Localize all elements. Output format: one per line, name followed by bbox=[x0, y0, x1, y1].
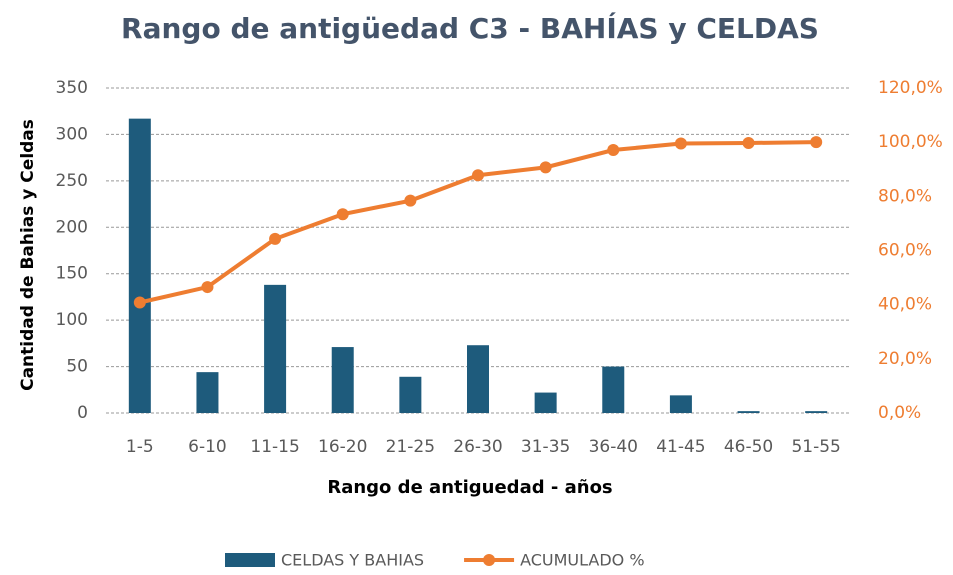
line-point bbox=[472, 169, 484, 182]
legend-label: ACUMULADO % bbox=[520, 551, 645, 570]
y2-tick-label: 120,0% bbox=[878, 78, 943, 98]
bar bbox=[602, 366, 625, 413]
chart-title: Rango de antigüedad C3 - BAHÍAS y CELDAS bbox=[121, 11, 819, 45]
line-point bbox=[133, 296, 146, 309]
bar bbox=[805, 411, 828, 413]
y2-tick-label: 20,0% bbox=[878, 349, 932, 369]
line bbox=[139, 140, 817, 305]
bar bbox=[669, 395, 692, 413]
y-tick-label: 100 bbox=[56, 310, 88, 330]
bar bbox=[196, 372, 219, 413]
y-tick-label: 300 bbox=[56, 124, 88, 144]
line-point bbox=[201, 281, 214, 294]
x-tick-label: 46-50 bbox=[724, 437, 773, 457]
line-point bbox=[269, 232, 282, 245]
line-point bbox=[742, 136, 755, 149]
x-tick-label: 21-25 bbox=[386, 437, 435, 457]
line-point bbox=[810, 136, 823, 149]
line-point bbox=[336, 208, 349, 221]
x-tick-label: 1-5 bbox=[126, 437, 154, 457]
line-point bbox=[607, 144, 620, 157]
line-point bbox=[404, 194, 417, 207]
bar bbox=[399, 376, 422, 413]
y2-tick-label: 80,0% bbox=[878, 186, 932, 206]
y-axis-label: Cantidad de Bahias y Celdas bbox=[18, 119, 38, 391]
x-tick-label: 26-30 bbox=[453, 437, 502, 457]
legend-swatch bbox=[483, 554, 496, 566]
legend-swatch bbox=[225, 553, 275, 567]
bar bbox=[737, 411, 760, 413]
y-tick-label: 200 bbox=[56, 217, 88, 237]
y-tick-label: 0 bbox=[77, 403, 88, 423]
bar bbox=[264, 284, 287, 413]
bar bbox=[331, 347, 354, 413]
line-point bbox=[539, 161, 552, 174]
y-tick-label: 250 bbox=[56, 171, 88, 191]
line-point bbox=[674, 137, 687, 150]
x-axis-label: Rango de antiguedad - años bbox=[327, 477, 612, 498]
x-tick-label: 51-55 bbox=[791, 437, 840, 457]
x-tick-label: 11-15 bbox=[250, 437, 299, 457]
y-tick-label: 150 bbox=[56, 264, 88, 284]
x-tick-label: 16-20 bbox=[318, 437, 367, 457]
y2-tick-label: 60,0% bbox=[878, 241, 932, 261]
x-tick-label: 6-10 bbox=[188, 437, 227, 457]
bar bbox=[467, 345, 489, 413]
bar bbox=[128, 118, 151, 414]
y-tick-label: 350 bbox=[56, 78, 88, 98]
y2-tick-label: 0,0% bbox=[878, 403, 921, 423]
y2-tick-label: 40,0% bbox=[878, 295, 932, 315]
legend-label: CELDAS Y BAHIAS bbox=[281, 551, 424, 570]
y2-tick-label: 100,0% bbox=[878, 132, 943, 152]
x-tick-label: 31-35 bbox=[521, 437, 570, 457]
x-tick-label: 41-45 bbox=[656, 437, 705, 457]
bar bbox=[534, 392, 557, 413]
y-tick-label: 50 bbox=[66, 357, 88, 377]
x-tick-label: 36-40 bbox=[589, 437, 638, 457]
